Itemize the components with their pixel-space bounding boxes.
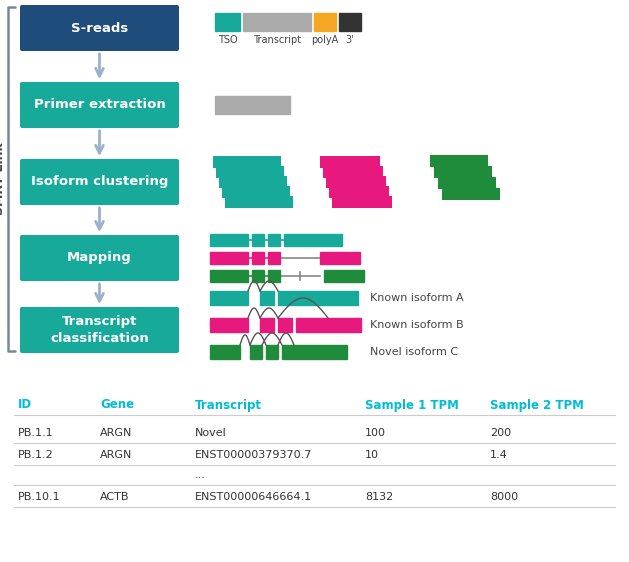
Text: SMRT Link: SMRT Link (0, 143, 6, 215)
Text: polyA: polyA (311, 35, 338, 45)
Text: 100: 100 (365, 428, 386, 438)
Text: Primer extraction: Primer extraction (33, 98, 165, 111)
Bar (268, 234, 280, 246)
Text: Known isoform B: Known isoform B (370, 320, 464, 330)
FancyBboxPatch shape (20, 307, 179, 353)
Bar (210, 318, 248, 332)
Bar (268, 252, 280, 264)
Bar (210, 252, 248, 264)
Text: PB.1.2: PB.1.2 (18, 450, 53, 460)
Bar (284, 234, 342, 246)
Bar (278, 291, 358, 305)
FancyBboxPatch shape (20, 82, 179, 128)
Bar (320, 156, 380, 168)
Text: ARGN: ARGN (100, 450, 132, 460)
Text: Novel isoform C: Novel isoform C (370, 347, 458, 357)
Text: Sample 2 TPM: Sample 2 TPM (490, 398, 584, 411)
Text: PB.1.1: PB.1.1 (18, 428, 53, 438)
Text: S-reads: S-reads (71, 21, 128, 34)
Text: Gene: Gene (100, 398, 134, 411)
Bar (222, 186, 290, 198)
Bar (326, 176, 386, 188)
Bar (442, 188, 500, 200)
Bar (243, 13, 311, 31)
Bar (210, 345, 240, 359)
Bar (210, 234, 248, 246)
Text: 200: 200 (490, 428, 511, 438)
FancyBboxPatch shape (20, 5, 179, 51)
Bar (282, 345, 347, 359)
Bar (215, 13, 240, 31)
Text: TSO: TSO (218, 35, 237, 45)
Text: 8132: 8132 (365, 492, 393, 502)
Bar (213, 156, 281, 168)
Text: Transcript
classification: Transcript classification (50, 315, 149, 345)
Text: Mapping: Mapping (67, 252, 132, 265)
Bar (438, 176, 496, 188)
Bar (252, 252, 264, 264)
Bar (434, 165, 492, 178)
Bar (252, 270, 264, 282)
Bar (225, 196, 293, 208)
Text: 3': 3' (346, 35, 354, 45)
Text: Isoform clustering: Isoform clustering (31, 175, 168, 188)
Text: ID: ID (18, 398, 32, 411)
Bar (296, 318, 361, 332)
Bar (260, 318, 274, 332)
Bar (278, 318, 292, 332)
FancyBboxPatch shape (20, 159, 179, 205)
Bar (210, 291, 248, 305)
Bar (215, 96, 290, 114)
Text: ...: ... (195, 470, 206, 480)
Text: Transcript: Transcript (253, 35, 301, 45)
Bar (314, 13, 336, 31)
Bar (332, 196, 392, 208)
Text: ENST00000379370.7: ENST00000379370.7 (195, 450, 313, 460)
Bar (219, 176, 287, 188)
Bar (430, 155, 488, 166)
Bar (268, 270, 280, 282)
Text: ENST00000646664.1: ENST00000646664.1 (195, 492, 312, 502)
Bar (339, 13, 361, 31)
Bar (266, 345, 278, 359)
Bar (250, 345, 262, 359)
Bar (260, 291, 274, 305)
Text: Transcript: Transcript (195, 398, 262, 411)
Text: Novel: Novel (195, 428, 226, 438)
FancyBboxPatch shape (20, 235, 179, 281)
Bar (320, 252, 360, 264)
Text: ARGN: ARGN (100, 428, 132, 438)
Text: ACTB: ACTB (100, 492, 130, 502)
Bar (252, 234, 264, 246)
Text: 8000: 8000 (490, 492, 518, 502)
Text: 1.4: 1.4 (490, 450, 508, 460)
Bar (323, 166, 383, 178)
Bar (329, 186, 389, 198)
Text: 10: 10 (365, 450, 379, 460)
Bar (324, 270, 364, 282)
Text: Known isoform A: Known isoform A (370, 293, 464, 303)
Bar (210, 270, 248, 282)
Text: Sample 1 TPM: Sample 1 TPM (365, 398, 459, 411)
Text: PB.10.1: PB.10.1 (18, 492, 60, 502)
Bar (216, 166, 284, 178)
